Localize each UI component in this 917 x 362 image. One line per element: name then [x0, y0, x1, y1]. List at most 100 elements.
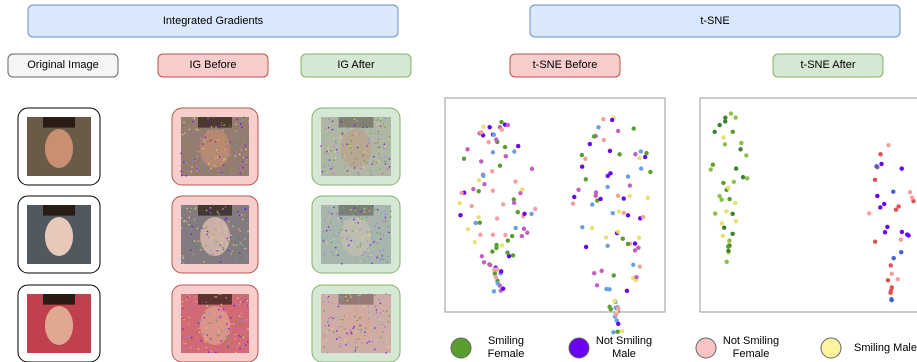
attribution-speck — [350, 349, 352, 351]
attribution-speck — [188, 241, 190, 243]
column-label: Original Image — [8, 54, 118, 77]
attribution-speck — [328, 212, 330, 214]
attribution-speck — [375, 305, 377, 307]
attribution-speck — [351, 152, 353, 154]
attribution-speck — [323, 301, 325, 303]
attribution-speck — [181, 228, 183, 230]
column-label: t-SNE Before — [510, 54, 620, 77]
tsne-point — [646, 196, 650, 200]
attribution-speck — [374, 349, 376, 351]
attribution-speck — [343, 155, 345, 157]
attribution-speck — [245, 161, 247, 163]
attribution-speck — [205, 339, 207, 341]
attribution-speck — [333, 171, 335, 173]
attribution-speck — [204, 168, 206, 170]
attribution-speck — [248, 304, 250, 306]
attribution-speck — [355, 148, 357, 150]
attribution-speck — [218, 309, 220, 311]
legend-label: Not Smiling Male — [593, 334, 655, 362]
attribution-speck — [389, 298, 391, 300]
attribution-speck — [198, 328, 200, 330]
tsne-point — [457, 201, 461, 205]
attribution-speck — [210, 238, 212, 240]
attribution-speck — [329, 159, 331, 161]
attribution-speck — [379, 250, 381, 252]
attribution-speck — [329, 295, 331, 297]
attribution-speck — [349, 144, 351, 146]
attribution-speck — [360, 316, 362, 318]
attribution-speck — [383, 258, 385, 260]
attribution-speck — [186, 210, 188, 212]
attribution-speck — [364, 305, 366, 307]
tsne-point — [899, 237, 903, 241]
tsne-point — [513, 179, 517, 183]
attribution-speck — [221, 242, 223, 244]
attribution-speck — [212, 235, 214, 237]
attribution-speck — [359, 325, 361, 327]
attribution-speck — [204, 155, 206, 157]
tsne-point — [584, 177, 588, 181]
attribution-speck — [331, 326, 333, 328]
attribution-speck — [345, 315, 347, 317]
attribution-speck — [210, 338, 212, 340]
attribution-speck — [228, 344, 230, 346]
attribution-speck — [371, 236, 373, 238]
attribution-speck — [217, 253, 219, 255]
tsne-point — [465, 147, 469, 151]
tsne-point — [606, 174, 610, 178]
attribution-speck — [182, 255, 184, 257]
attribution-speck — [213, 130, 215, 132]
attribution-speck — [345, 340, 347, 342]
attribution-speck — [378, 227, 380, 229]
attribution-speck — [194, 159, 196, 161]
attribution-speck — [357, 338, 359, 340]
attribution-speck — [218, 231, 220, 233]
attribution-speck — [197, 332, 199, 334]
attribution-speck — [217, 317, 219, 319]
attribution-speck — [244, 238, 246, 240]
attribution-speck — [210, 168, 212, 170]
attribution-speck — [328, 325, 330, 327]
attribution-speck — [197, 167, 199, 169]
attribution-speck — [215, 126, 217, 128]
attribution-speck — [366, 152, 368, 154]
attribution-speck — [210, 250, 212, 252]
attribution-speck — [247, 231, 249, 233]
tsne-point — [744, 153, 748, 157]
attribution-speck — [343, 133, 345, 135]
attribution-speck — [219, 293, 221, 295]
attribution-speck — [341, 263, 343, 265]
attribution-speck — [353, 162, 355, 164]
attribution-speck — [356, 308, 358, 310]
attribution-speck — [226, 341, 228, 343]
tsne-point — [605, 185, 609, 189]
tsne-point — [633, 152, 637, 156]
attribution-speck — [205, 327, 207, 329]
attribution-speck — [188, 323, 190, 325]
tsne-point — [900, 230, 904, 234]
attribution-speck — [378, 299, 380, 301]
attribution-speck — [335, 157, 337, 159]
attribution-speck — [332, 166, 334, 168]
attribution-speck — [382, 249, 384, 251]
attribution-speck — [371, 163, 373, 165]
attribution-speck — [196, 155, 198, 157]
attribution-speck — [333, 138, 335, 140]
attribution-speck — [241, 244, 243, 246]
tsne-point — [733, 201, 737, 205]
attribution-speck — [356, 320, 358, 322]
attribution-speck — [216, 296, 218, 298]
attribution-speck — [182, 307, 184, 309]
attribution-speck — [384, 326, 386, 328]
attribution-speck — [185, 343, 187, 345]
attribution-speck — [368, 293, 370, 295]
attribution-speck — [201, 227, 203, 229]
attribution-speck — [190, 249, 192, 251]
tsne-point — [477, 178, 481, 182]
attribution-speck — [388, 231, 390, 233]
attribution-speck — [376, 242, 378, 244]
attribution-speck — [211, 126, 213, 128]
attribution-speck — [208, 170, 210, 172]
attribution-speck — [354, 167, 356, 169]
attribution-speck — [240, 242, 242, 244]
